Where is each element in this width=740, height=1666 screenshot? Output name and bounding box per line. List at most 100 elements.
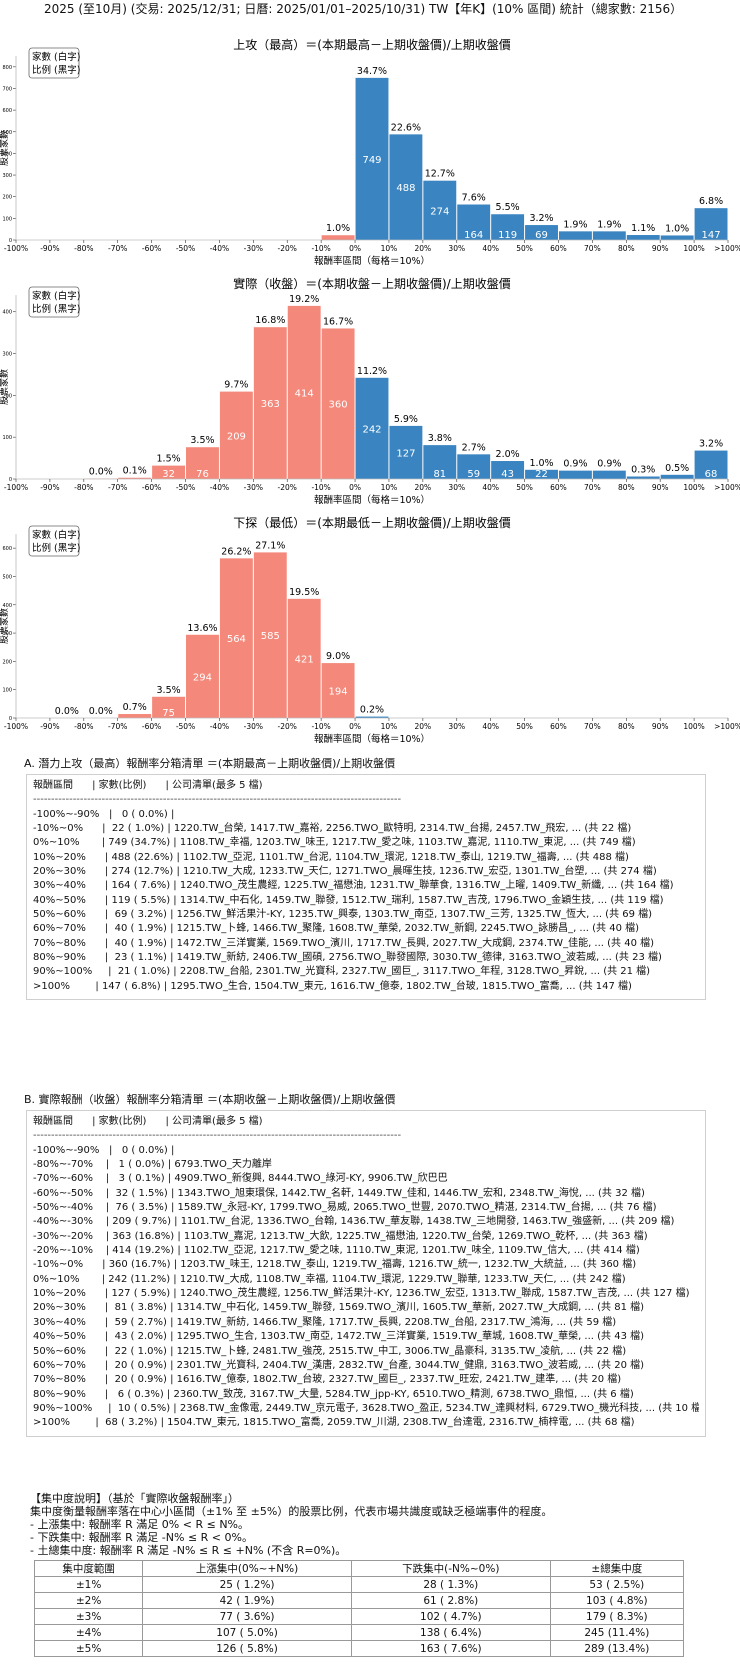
list-a-separator: ----------------------------------------… [33, 794, 402, 806]
bar-count-label: 294 [193, 672, 212, 683]
close-return-chart: 實際（收盤）＝(本期收盤－上期收盤價)/上期收盤價 0 100 200 300 400 股票… [0, 273, 740, 512]
x-tick-label: 70% [584, 244, 601, 253]
list-a-panel: A. 潛力上攻（最高）報酬率分箱清單 ＝(本期最高－上期收盤價)/上期收盤價 報… [24, 756, 706, 1001]
concentration-header: ±總集中度 [549, 1560, 685, 1577]
bar-count-label: 360 [329, 400, 348, 411]
bar [186, 634, 219, 718]
concentration-header: 上漲集中(0%~+N%) [142, 1560, 352, 1577]
x-tick-label: -20% [278, 244, 297, 253]
concentration-rule: - 下跌集中: 報酬率 R 滿足 -N% ≤ R < 0%。 [30, 1531, 253, 1544]
y-axis-label: 股票家數 [0, 369, 10, 405]
bar [321, 328, 355, 479]
bar [558, 231, 592, 240]
concentration-row: ±2% 42 ( 1.9%) 61 ( 2.8%) 103 ( 4.8%) [33, 1592, 685, 1609]
page-title: 2025 (至10月) (交易: 2025/12/31; 日曆: 2025/01… [44, 2, 683, 16]
x-tick-label: -70% [108, 244, 127, 253]
x-tick-label: 80% [618, 722, 635, 731]
list-row: 70%~80% | 40 ( 1.9%) | 1472.TW_三洋實業, 156… [33, 937, 655, 949]
x-tick-label: 60% [550, 722, 567, 731]
concentration-cell: ±3% [33, 1608, 144, 1625]
x-tick-label: 30% [448, 244, 465, 253]
list-b-box: 報酬區間 | 家數(比例) | 公司清單(最多 5 檔) -----------… [26, 1110, 706, 1437]
list-b-panel: B. 實際報酬（收盤）報酬率分箱清單 ＝(本期收盤－上期收盤價)/上期收盤價 報… [24, 1092, 706, 1437]
y-tick-label: 200 [2, 393, 12, 399]
concentration-cell: ±5% [33, 1640, 144, 1657]
list-a-title: A. 潛力上攻（最高）報酬率分箱清單 ＝(本期最高－上期收盤價)/上期收盤價 [24, 757, 396, 770]
x-tick-label: 100% [683, 483, 704, 492]
legend-count-label: 家數 (白字) [32, 290, 80, 302]
bar-percent-label: 0.0% [89, 706, 113, 717]
bar-percent-label: 0.0% [55, 706, 79, 717]
bar [253, 552, 287, 718]
bar [355, 716, 389, 718]
x-tick-label: -80% [74, 244, 93, 253]
bar-percent-label: 1.0% [326, 223, 350, 234]
bar-count-label: 749 [362, 155, 381, 166]
bar-percent-label: 9.7% [224, 380, 248, 391]
list-row: 30%~40% | 59 ( 2.7%) | 1419.TW_新紡, 1466.… [33, 1316, 617, 1328]
concentration-table: 集中度範圍 上漲集中(0%~+N%) 下跌集中(-N%~0%) ±總集中度 ±1… [33, 1560, 685, 1657]
list-a-header: 報酬區間 | 家數(比例) | 公司清單(最多 5 檔) [33, 780, 263, 791]
concentration-section: 【集中度說明】（基於「實際收盤報酬率」） 集中度衡量報酬率落在中心小區間（±1%… [30, 1492, 710, 1657]
bar-count-label: 68 [705, 469, 718, 480]
list-row: 20%~30% | 81 ( 3.8%) | 1314.TW_中石化, 1459… [33, 1302, 645, 1314]
x-tick-label: -50% [176, 244, 195, 253]
x-tick-label: 0% [349, 722, 361, 731]
concentration-cell: 28 ( 1.3%) [350, 1576, 551, 1593]
x-tick-label: 60% [550, 244, 567, 253]
x-tick-label: -90% [40, 244, 59, 253]
bar-percent-label: 26.2% [221, 546, 251, 557]
concentration-cell: ±4% [33, 1624, 144, 1641]
bar [626, 476, 660, 479]
y-tick-label: 0 [9, 477, 12, 483]
x-tick-label: -100% [4, 244, 28, 253]
chart-svg: 實際（收盤）＝(本期收盤－上期收盤價)/上期收盤價 0 100 200 300 400 股票… [0, 276, 740, 506]
x-tick-label: 80% [618, 244, 635, 253]
x-tick-label: -40% [210, 244, 229, 253]
bar-count-label: 119 [498, 230, 517, 241]
x-tick-label: 90% [652, 244, 669, 253]
x-tick-label: 40% [482, 483, 499, 492]
x-tick-label: 50% [516, 722, 533, 731]
bar-count-label: 242 [362, 424, 381, 435]
bar [287, 305, 321, 479]
list-a-rows: -100%~-90% | 0 ( 0.0%) | -10%~0% | 22 ( 1… [33, 808, 699, 994]
upside-chart: 上攻（最高）＝(本期最高－上期收盤價)/上期收盤價 0 100 200 300 400 50… [0, 34, 740, 273]
x-tick-label: -40% [210, 483, 229, 492]
x-tick-label: -90% [40, 722, 59, 731]
list-b-title: B. 實際報酬（收盤）報酬率分箱清單 ＝(本期收盤－上期收盤價)/上期收盤價 [24, 1093, 396, 1106]
bar [219, 558, 253, 718]
x-tick-label: 0% [349, 244, 361, 253]
concentration-row: ±1% 25 ( 1.2%) 28 ( 1.3%) 53 ( 2.5%) [33, 1576, 685, 1593]
bar [253, 327, 287, 479]
list-row: -80%~-70% | 1 ( 0.0%) | 6793.TWO_天力離岸 [33, 1159, 272, 1171]
list-b-separator: ----------------------------------------… [33, 1130, 402, 1142]
concentration-rule: - 土總集中度: 報酬率 R 滿足 -N% ≤ R ≤ +N% (不含 R=0%… [30, 1544, 347, 1557]
list-row: 10%~20% | 488 (22.6%) | 1102.TW_亞泥, 1101… [33, 851, 629, 863]
x-tick-label: 30% [448, 722, 465, 731]
bar [118, 477, 152, 479]
legend-box [28, 525, 80, 557]
concentration-cell: 53 ( 2.5%) [549, 1576, 685, 1593]
bar-count-label: 147 [702, 230, 721, 241]
bar [660, 235, 694, 240]
bar-count-label: 488 [396, 183, 415, 194]
bar-percent-label: 2.7% [462, 442, 486, 453]
bar-count-label: 69 [535, 230, 548, 241]
bar [389, 425, 423, 479]
x-tick-label: 20% [415, 244, 432, 253]
bar-count-label: 32 [162, 469, 175, 480]
x-tick-label: 40% [482, 244, 499, 253]
concentration-title: 【集中度說明】（基於「實際收盤報酬率」） [30, 1492, 239, 1505]
bar-percent-label: 3.8% [428, 433, 452, 444]
bar-percent-label: 22.6% [391, 122, 421, 133]
bar-percent-label: 5.5% [496, 202, 520, 213]
bar-percent-label: 1.1% [631, 223, 655, 234]
bar-count-label: 274 [430, 206, 449, 217]
concentration-header: 下跌集中(-N%~0%) [350, 1560, 551, 1577]
y-tick-label: 0 [9, 238, 12, 244]
bar [186, 447, 219, 479]
y-tick-label: 300 [2, 173, 12, 179]
chart-svg: 下探（最低）＝(本期最低－上期收盤價)/上期收盤價 0 100 200 300 400 50… [0, 516, 740, 745]
bar-percent-label: 11.2% [357, 366, 387, 377]
